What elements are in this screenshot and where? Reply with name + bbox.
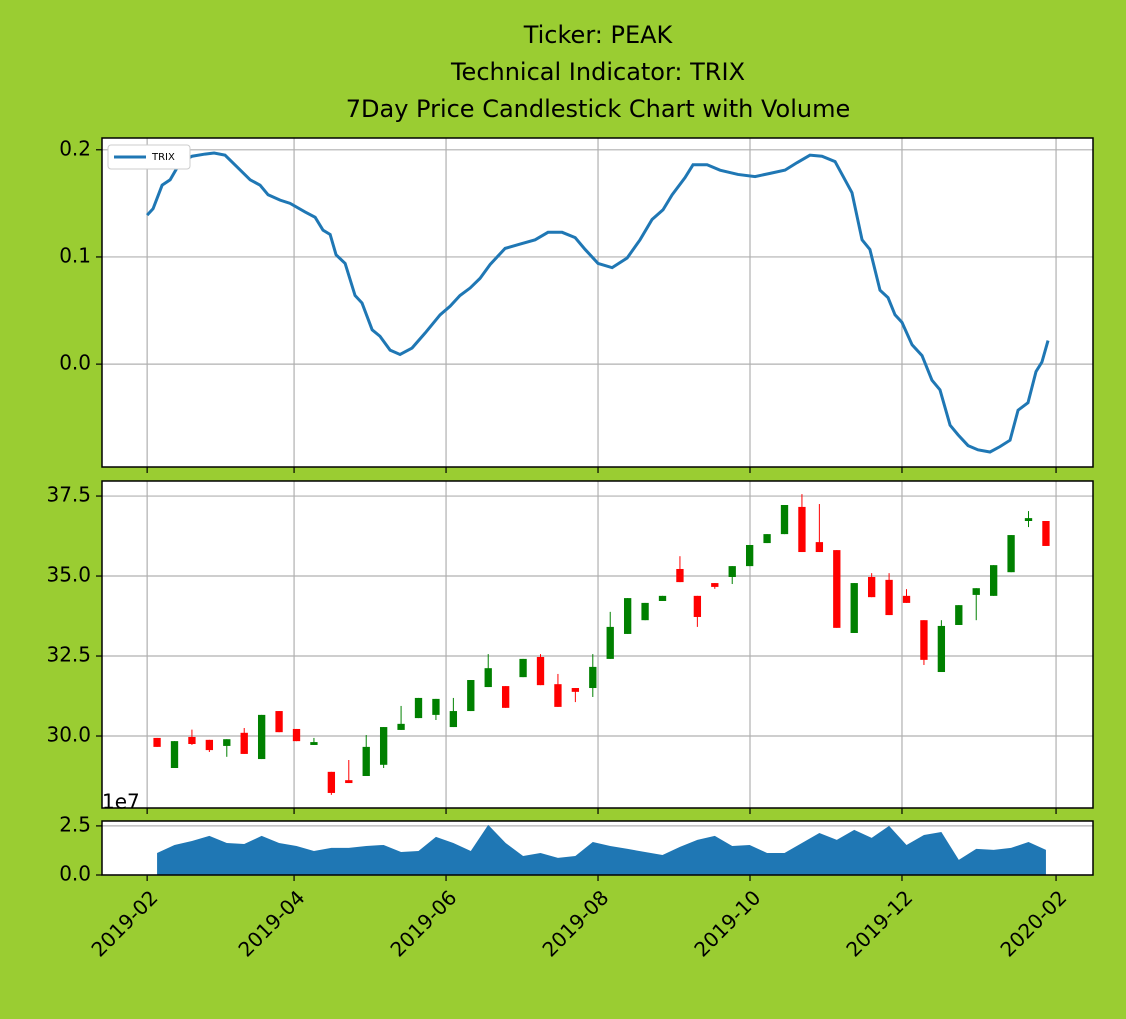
- plot-frame: [101, 480, 1094, 809]
- candle-body: [188, 736, 196, 745]
- y-tick-label: 2.5: [59, 812, 91, 836]
- plot-layer: [146, 151, 1050, 454]
- candle-body: [1007, 535, 1015, 573]
- candle-body: [815, 542, 824, 553]
- plot-frame: [101, 137, 1094, 468]
- candle-body: [589, 666, 597, 689]
- candle-body: [606, 626, 614, 659]
- y-tick-label: 0.1: [59, 243, 91, 267]
- candle-body: [554, 684, 562, 707]
- candle-body: [449, 711, 458, 728]
- candle-body: [658, 595, 667, 601]
- y-tick-label: 32.5: [46, 643, 91, 667]
- candle-body: [955, 605, 963, 625]
- candle-body: [223, 739, 231, 746]
- candle-body: [414, 697, 423, 719]
- candle-body: [920, 620, 928, 660]
- y-tick-label: 0.0: [59, 351, 91, 375]
- plot-layer: [157, 824, 1046, 875]
- candle-body: [745, 544, 754, 567]
- candle-body: [780, 504, 789, 535]
- candle-body: [379, 727, 388, 765]
- candle-body: [693, 595, 702, 617]
- x-tick-label: 2020-02: [995, 885, 1071, 961]
- candle-body: [885, 579, 893, 616]
- candle-body: [432, 698, 440, 715]
- candle-body: [641, 602, 649, 621]
- candle-body: [536, 656, 545, 686]
- candle-body: [711, 583, 719, 587]
- candle-body: [937, 625, 946, 673]
- chart-title: 7Day Price Candlestick Chart with Volume: [346, 95, 851, 123]
- trix-line: [146, 151, 1050, 454]
- candle-body: [989, 565, 998, 596]
- candle-body: [623, 598, 632, 634]
- candle-body: [676, 568, 684, 583]
- y-tick-label: 0.2: [59, 136, 91, 160]
- candle-body: [728, 566, 736, 577]
- x-tick-label: 2019-02: [86, 885, 162, 961]
- y-tick-label: 0.0: [59, 862, 91, 886]
- candle-body: [867, 576, 876, 598]
- x-tick-label: 2019-12: [841, 885, 917, 961]
- candle-body: [275, 711, 283, 733]
- candle-body: [798, 506, 806, 553]
- candle-body: [484, 668, 492, 688]
- candle-body: [170, 741, 179, 769]
- chart-title: Ticker: PEAK: [523, 21, 674, 49]
- candle-body: [519, 658, 527, 678]
- chart-title: Technical Indicator: TRIX: [450, 58, 745, 86]
- plot-frame: [101, 820, 1094, 876]
- candle-body: [972, 588, 980, 595]
- candle-body: [362, 746, 370, 777]
- candle-body: [205, 739, 214, 751]
- legend: TRIX: [107, 144, 191, 170]
- candle-body: [1024, 518, 1033, 521]
- x-tick-label: 2019-08: [537, 885, 613, 961]
- candle-body: [850, 583, 858, 633]
- legend-box: [107, 144, 191, 170]
- candle-body: [467, 680, 475, 712]
- volume-area: [157, 824, 1046, 875]
- candle-body: [310, 742, 318, 745]
- legend-label: TRIX: [151, 152, 175, 163]
- candle-body: [397, 723, 405, 730]
- candle-body: [763, 534, 771, 544]
- y-tick-label: 37.5: [46, 483, 91, 507]
- x-tick-label: 2019-04: [233, 885, 309, 961]
- candle-body: [240, 732, 248, 754]
- y-tick-label: 30.0: [46, 723, 91, 747]
- candle-body: [1042, 520, 1050, 546]
- candle-body: [501, 686, 510, 708]
- candle-body: [292, 728, 301, 742]
- x-tick-label: 2019-10: [689, 885, 765, 961]
- candle-body: [833, 550, 841, 628]
- candle-body: [153, 737, 161, 747]
- candle-body: [345, 780, 353, 784]
- plot-layer: [153, 494, 1050, 795]
- y-tick-label: 35.0: [46, 563, 91, 587]
- candle-body: [571, 688, 580, 692]
- candle-body: [327, 771, 336, 793]
- x-tick-label: 2019-06: [385, 885, 461, 961]
- axis-offset: 1e7: [102, 790, 140, 814]
- candle-body: [257, 714, 266, 760]
- candle-body: [902, 595, 911, 603]
